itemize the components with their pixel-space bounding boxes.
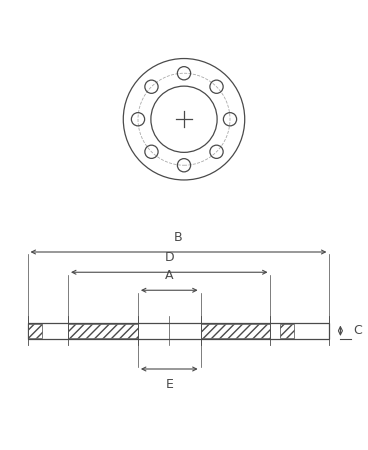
Text: E: E — [165, 378, 173, 391]
Text: B: B — [174, 231, 183, 244]
Text: C: C — [353, 324, 362, 337]
Text: D: D — [164, 251, 174, 264]
Bar — [28, 324, 42, 338]
Bar — [28, 323, 329, 339]
Bar — [201, 324, 270, 338]
Bar — [280, 324, 294, 338]
Bar — [68, 324, 138, 338]
Text: A: A — [165, 269, 174, 282]
